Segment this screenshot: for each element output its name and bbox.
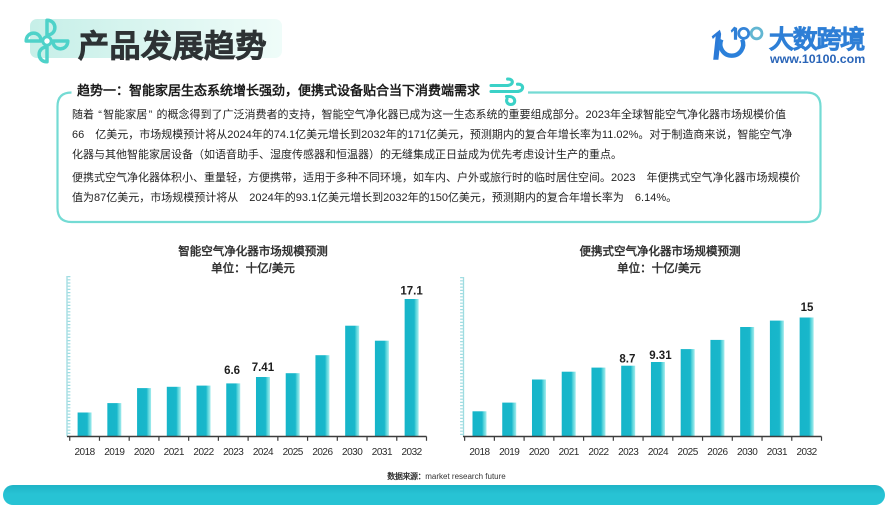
svg-text:2020: 2020 [134, 447, 155, 458]
svg-text:2018: 2018 [469, 447, 490, 458]
svg-text:2022: 2022 [588, 447, 609, 458]
svg-text:2025: 2025 [678, 447, 699, 458]
svg-text:2021: 2021 [164, 447, 185, 458]
svg-text:2024: 2024 [253, 447, 274, 458]
svg-text:2021: 2021 [559, 447, 580, 458]
svg-text:9.31: 9.31 [649, 350, 672, 362]
svg-text:2023: 2023 [223, 447, 244, 458]
svg-text:2032: 2032 [797, 447, 818, 458]
svg-text:2025: 2025 [283, 447, 304, 458]
svg-text:2030: 2030 [737, 447, 758, 458]
svg-text:2031: 2031 [372, 447, 393, 458]
svg-text:2022: 2022 [193, 447, 214, 458]
svg-text:2026: 2026 [707, 447, 728, 458]
svg-text:7.41: 7.41 [252, 362, 275, 374]
svg-text:15: 15 [801, 302, 814, 314]
svg-text:2020: 2020 [529, 447, 550, 458]
svg-text:智能空气净化器市场规模预测: 智能空气净化器市场规模预测 [178, 244, 328, 258]
svg-text:17.1: 17.1 [400, 286, 423, 298]
svg-text:便携式空气净化器市场规模预测: 便携式空气净化器市场规模预测 [580, 244, 741, 258]
svg-text:2018: 2018 [74, 447, 95, 458]
svg-text:2024: 2024 [648, 447, 669, 458]
svg-text:2030: 2030 [342, 447, 363, 458]
svg-text:2032: 2032 [402, 447, 423, 458]
svg-text:单位：十亿/美元: 单位：十亿/美元 [211, 261, 295, 275]
svg-text:2019: 2019 [104, 447, 125, 458]
svg-text:单位：十亿/美元: 单位：十亿/美元 [617, 261, 701, 275]
svg-text:6.6: 6.6 [224, 365, 240, 377]
svg-text:2019: 2019 [499, 447, 520, 458]
svg-text:2026: 2026 [312, 447, 333, 458]
svg-text:2023: 2023 [618, 447, 639, 458]
svg-text:2031: 2031 [767, 447, 788, 458]
svg-text:8.7: 8.7 [619, 354, 635, 366]
